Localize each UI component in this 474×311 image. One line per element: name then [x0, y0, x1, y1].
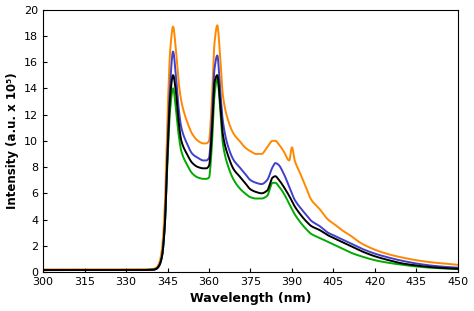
Y-axis label: Intensity (a.u. x 10⁵): Intensity (a.u. x 10⁵) — [6, 72, 18, 209]
X-axis label: Wavelength (nm): Wavelength (nm) — [190, 292, 311, 305]
